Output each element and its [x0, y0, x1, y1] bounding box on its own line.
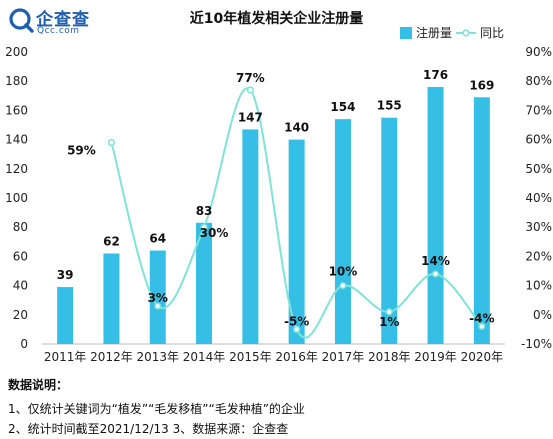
bar-1 [103, 253, 120, 344]
bar-7 [381, 117, 398, 344]
line-label-1: 59% [67, 144, 96, 158]
logo-text-en: Qcc.com [37, 26, 80, 36]
y2-tick-label-4: 30% [525, 220, 552, 234]
note-line-2: 2、统计时间截至2021/12/13 3、数据来源：企查查 [8, 422, 289, 436]
y2-tick-label-5: 40% [525, 191, 552, 205]
legend-swatch-bar [400, 27, 412, 39]
y-tick-label-3: 60 [13, 249, 28, 263]
line-point-6 [339, 282, 347, 290]
line-point-3 [200, 223, 208, 231]
legend-label-line: 同比 [480, 26, 504, 40]
bar-0 [57, 287, 74, 344]
line-point-7 [385, 308, 393, 316]
bar-label-4: 147 [238, 110, 263, 124]
line-series [107, 86, 486, 339]
x-tick-label-0: 2011年 [44, 350, 87, 364]
y-tick-label-4: 80 [13, 220, 28, 234]
x-tick-label-6: 2017年 [322, 350, 365, 364]
line-label-3: 30% [200, 226, 229, 240]
bar-label-1: 62 [103, 234, 120, 248]
x-tick-label-5: 2016年 [275, 350, 318, 364]
y2-tick-label-7: 60% [525, 133, 552, 147]
chart-title: 近10年植发相关企业注册量 [189, 11, 364, 27]
legend-swatch-line-marker [462, 29, 470, 37]
bar-3 [196, 222, 213, 344]
notes-title: 数据说明： [8, 378, 69, 392]
line-label-4: 77% [236, 71, 265, 85]
x-tick-label-4: 2015年 [229, 350, 272, 364]
line-point-1 [107, 138, 116, 147]
x-tick-label-3: 2014年 [183, 350, 226, 364]
note-line-1: 1、仅统计关键词为“植发”“毛发移植”“毛发种植”的企业 [8, 402, 305, 416]
y2-tick-label-0: -10% [521, 337, 552, 351]
line-point-9 [478, 322, 486, 331]
legend-label-bar: 注册量 [416, 25, 452, 40]
y2-tick-label-1: 0% [533, 308, 552, 322]
axes: 0 20 40 60 80 100 120 140 160 180 200 -10% 0% 10% 20% 3… [5, 45, 552, 364]
bar-2 [149, 250, 166, 344]
x-tick-label-8: 2019年 [414, 350, 457, 364]
logo-text-cn: 企查查 [36, 10, 90, 30]
data-labels: 39 62 64 83 147 140 154 155 176 169 59% 3% 30% 77% -5%… [57, 68, 495, 329]
bar-9 [473, 97, 490, 344]
line-point-2 [154, 302, 162, 310]
y2-tick-label-2: 10% [525, 279, 552, 293]
x-tick-label-2: 2013年 [136, 350, 179, 364]
line-path [110, 87, 483, 339]
x-tick-label-1: 2012年 [90, 350, 133, 364]
bar-label-0: 39 [57, 268, 74, 282]
line-point-4 [246, 86, 254, 94]
bar-label-6: 154 [330, 100, 355, 114]
bar-label-8: 176 [423, 68, 448, 82]
y-tick-label-8: 160 [5, 103, 28, 117]
y-tick-label-10: 200 [5, 45, 28, 59]
line-label-7: 1% [379, 315, 399, 329]
bar-5 [288, 139, 305, 344]
line-label-9: -4% [469, 311, 494, 325]
y-tick-label-6: 120 [5, 162, 28, 176]
y-tick-label-2: 40 [13, 279, 28, 293]
y2-tick-label-6: 50% [525, 162, 552, 176]
line-point-8 [431, 270, 440, 278]
bar-4 [242, 129, 259, 344]
y-tick-label-9: 180 [5, 74, 28, 88]
bar-series [57, 87, 490, 344]
bar-label-3: 83 [196, 204, 213, 218]
y2-tick-label-8: 70% [525, 103, 552, 117]
y2-tick-label-10: 90% [525, 45, 552, 59]
bar-label-9: 169 [469, 78, 494, 92]
line-point-5 [293, 325, 301, 334]
y-tick-label-0: 0 [20, 337, 28, 351]
qcc-logo: 企查查 Qcc.com [8, 5, 118, 41]
bar-label-5: 140 [284, 121, 309, 135]
qcc-logo-icon [9, 8, 34, 33]
y-tick-label-5: 100 [5, 191, 28, 205]
bar-label-7: 155 [377, 99, 402, 113]
x-tick-label-9: 2020年 [461, 350, 504, 364]
line-label-6: 10% [329, 265, 358, 279]
line-label-8: 14% [421, 254, 450, 268]
y-tick-label-7: 140 [5, 133, 28, 147]
bar-6 [334, 119, 351, 344]
y2-tick-label-9: 80% [525, 74, 552, 88]
bar-8 [427, 87, 444, 344]
bar-label-2: 64 [149, 232, 166, 246]
line-label-2: 3% [148, 291, 168, 305]
x-tick-label-7: 2018年 [368, 350, 411, 364]
line-label-5: -5% [284, 314, 309, 328]
y2-tick-label-3: 20% [525, 249, 552, 263]
y-tick-label-1: 20 [13, 308, 28, 322]
legend: 注册量 同比 [400, 25, 504, 40]
